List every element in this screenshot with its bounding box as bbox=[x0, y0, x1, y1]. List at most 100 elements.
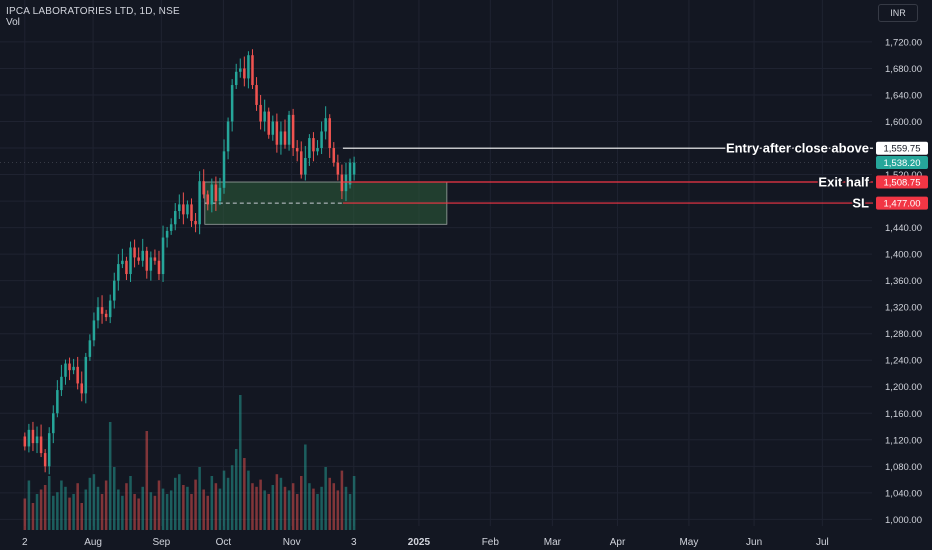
candle-body bbox=[133, 247, 136, 258]
volume-bar bbox=[35, 494, 39, 530]
volume-bar bbox=[194, 479, 197, 530]
price-axis[interactable]: 1,000.00 1,040.00 1,080.00 1,120.00 1,160.00… bbox=[885, 37, 922, 525]
price-tags: 1,559.75 1,508.75 1,477.00 1,538.20 bbox=[876, 141, 928, 210]
candle-body bbox=[210, 184, 214, 205]
volume-bar bbox=[324, 467, 327, 530]
candle-body bbox=[100, 307, 104, 314]
candle-body bbox=[340, 174, 344, 192]
volume-bar bbox=[52, 495, 55, 530]
x-tick-label: Nov bbox=[283, 537, 301, 548]
y-tick-label: 1,320.00 bbox=[885, 303, 922, 314]
y-tick-label: 1,440.00 bbox=[885, 223, 922, 234]
volume-bar bbox=[182, 485, 185, 530]
x-tick-label: May bbox=[679, 537, 698, 548]
candle-body bbox=[149, 257, 153, 271]
y-tick-label: 1,040.00 bbox=[885, 488, 922, 499]
candle-body bbox=[206, 194, 210, 205]
candle-body bbox=[214, 184, 218, 202]
candle-body bbox=[161, 237, 165, 275]
volume-bar bbox=[316, 494, 319, 530]
candle-body bbox=[137, 257, 140, 261]
x-tick-label: Jun bbox=[746, 537, 762, 548]
volume-bar bbox=[157, 480, 161, 530]
volume-bar bbox=[202, 489, 205, 530]
volume-bar bbox=[247, 470, 250, 530]
volume-bar bbox=[222, 470, 226, 530]
candle-body bbox=[291, 114, 295, 149]
candle-body bbox=[352, 162, 356, 175]
volume-bar bbox=[92, 474, 96, 530]
candle-body bbox=[104, 313, 108, 318]
candle-body bbox=[263, 111, 266, 122]
volume-bar bbox=[169, 490, 173, 530]
volume-bar bbox=[27, 480, 31, 530]
candle-body bbox=[153, 257, 157, 261]
candle-body bbox=[312, 138, 315, 152]
y-tick-label: 1,200.00 bbox=[885, 382, 922, 393]
candle-body bbox=[84, 356, 88, 394]
candle-body bbox=[198, 181, 201, 225]
volume-bar bbox=[308, 483, 311, 530]
volume-bar bbox=[267, 494, 270, 530]
candle-body bbox=[64, 363, 67, 377]
volume-bar bbox=[299, 476, 303, 530]
currency-button[interactable]: INR bbox=[878, 4, 918, 22]
candle-body bbox=[43, 453, 47, 467]
y-tick-label: 1,280.00 bbox=[885, 329, 922, 340]
candle-body bbox=[182, 204, 185, 215]
volume-bar bbox=[149, 492, 153, 530]
candle-body bbox=[251, 55, 254, 86]
volume-bar bbox=[178, 474, 181, 530]
y-tick-label: 1,720.00 bbox=[885, 37, 922, 48]
price-tag-label: 1,477.00 bbox=[884, 199, 921, 210]
volume-bar bbox=[141, 486, 144, 530]
candle-body bbox=[243, 68, 246, 79]
candle-body bbox=[324, 118, 327, 132]
volume-bar bbox=[251, 483, 254, 530]
x-tick-label: Sep bbox=[152, 537, 170, 548]
candle-body bbox=[186, 204, 189, 215]
x-tick-label: Oct bbox=[216, 537, 232, 548]
volume-bar bbox=[206, 495, 210, 530]
candle-body bbox=[56, 390, 59, 414]
volume-bar bbox=[129, 476, 132, 530]
volume-bar bbox=[312, 488, 315, 530]
volume-bar bbox=[344, 486, 348, 530]
volume-bar bbox=[104, 480, 108, 530]
candle-body bbox=[129, 247, 132, 275]
candle-body bbox=[35, 436, 39, 444]
annotation-label: SL bbox=[852, 196, 869, 211]
symbol-title: IPCA LABORATORIES LTD, 1D, NSE bbox=[6, 6, 180, 17]
volume-bar bbox=[198, 467, 201, 530]
candle-body bbox=[92, 320, 96, 341]
volume-bar bbox=[76, 483, 79, 530]
volume-bar bbox=[214, 483, 218, 530]
volume-bar bbox=[60, 480, 63, 530]
volume-bar bbox=[234, 449, 238, 530]
candle-body bbox=[121, 260, 124, 265]
volume-bar bbox=[336, 490, 340, 530]
candle-body bbox=[23, 436, 27, 447]
candles bbox=[23, 49, 356, 475]
volume-bar bbox=[64, 486, 67, 530]
volume-bar bbox=[165, 494, 169, 530]
candle-body bbox=[234, 71, 238, 86]
volume-bar bbox=[153, 495, 157, 530]
time-axis[interactable]: 2 Aug Sep Oct Nov 3 2025 Feb Mar Apr May Jun Jul bbox=[22, 537, 829, 548]
volume-bar bbox=[108, 422, 112, 530]
x-tick-label: Jul bbox=[816, 537, 829, 548]
candle-body bbox=[141, 250, 144, 261]
volume-bars bbox=[23, 395, 356, 530]
volume-bar bbox=[340, 470, 344, 530]
candle-body bbox=[117, 264, 120, 281]
annotations[interactable]: Entry after close above Exit half SL bbox=[342, 139, 873, 212]
volume-bar bbox=[239, 395, 242, 530]
candle-body bbox=[239, 68, 242, 72]
volume-bar bbox=[145, 431, 149, 530]
candle-body bbox=[304, 157, 307, 175]
volume-bar bbox=[263, 490, 266, 530]
x-tick-label: Feb bbox=[482, 537, 500, 548]
price-tag-bg bbox=[876, 175, 928, 189]
y-tick-label: 1,360.00 bbox=[885, 276, 922, 287]
